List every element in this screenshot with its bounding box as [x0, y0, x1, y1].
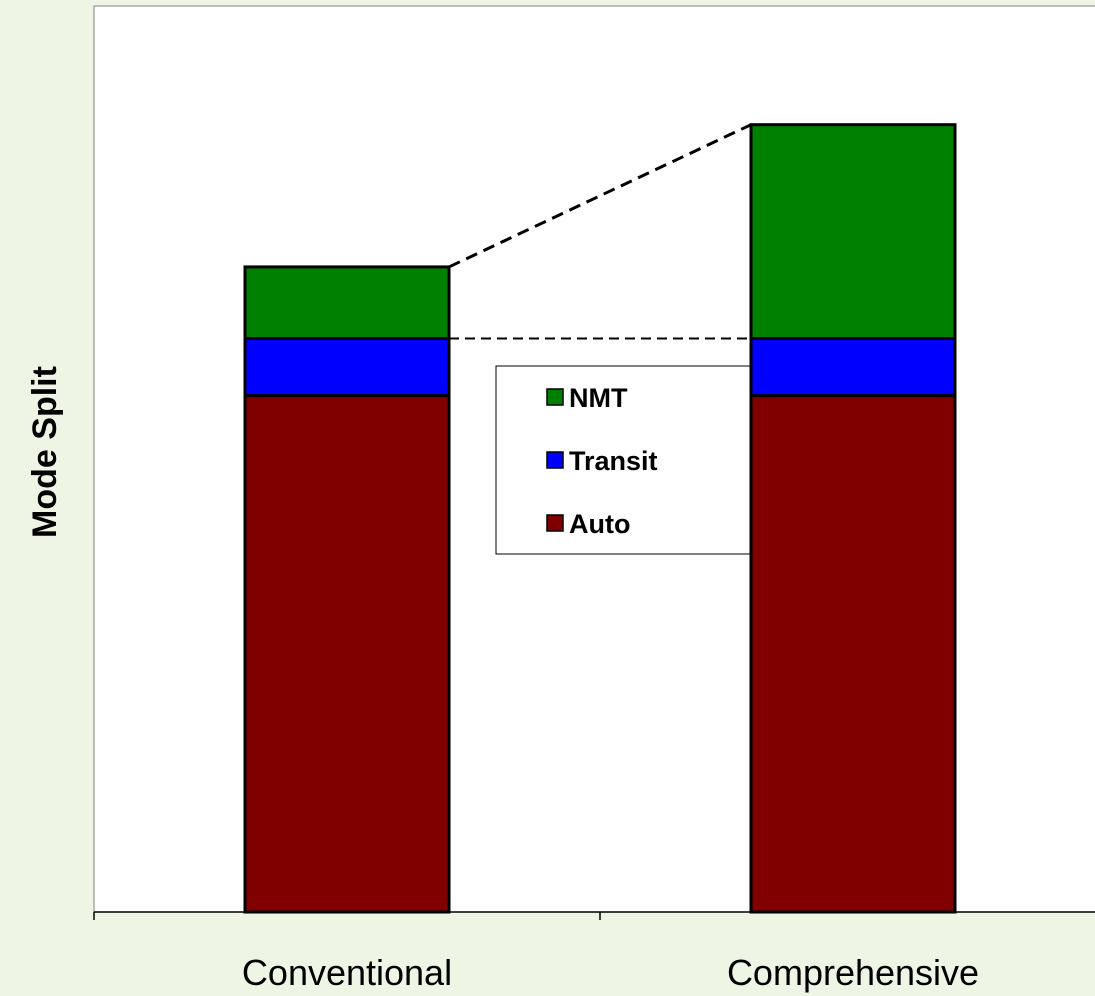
bar-transit-conventional: [243, 337, 451, 398]
bar-auto-comprehensive: [749, 394, 957, 914]
legend-label-transit: Transit: [569, 446, 658, 476]
bar-transit-comprehensive: [749, 337, 957, 398]
connector-lines: [448, 123, 752, 340]
x-tick-labels: Conventional Comprehensive: [242, 952, 979, 993]
x-axis: [93, 911, 1095, 920]
x-tick-label: Conventional: [242, 952, 452, 993]
legend-swatch-transit: [546, 451, 564, 469]
legend-box: [495, 365, 751, 555]
legend-swatch-nmt: [546, 388, 564, 406]
bars-layer: [243, 123, 957, 914]
legend-label-auto: Auto: [569, 509, 630, 539]
x-tick-label: Comprehensive: [727, 952, 979, 993]
bar-auto-conventional: [243, 394, 451, 914]
bar-nmt-comprehensive: [749, 123, 957, 341]
legend-swatch-auto: [546, 514, 564, 532]
legend-label-nmt: NMT: [569, 383, 628, 413]
bar-nmt-conventional: [243, 265, 451, 341]
legend: NMT Transit Auto: [495, 365, 751, 555]
y-axis-label: Mode Split: [26, 366, 64, 538]
